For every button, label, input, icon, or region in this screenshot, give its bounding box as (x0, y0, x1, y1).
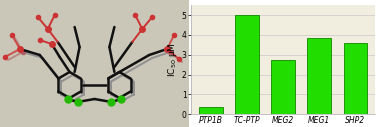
Bar (271, 60, 295, 114)
Bar (344, 43, 367, 114)
Y-axis label: IC$_{50}$ μM: IC$_{50}$ μM (166, 42, 179, 77)
Bar (307, 38, 331, 114)
Bar (235, 15, 259, 114)
Bar (199, 107, 223, 114)
